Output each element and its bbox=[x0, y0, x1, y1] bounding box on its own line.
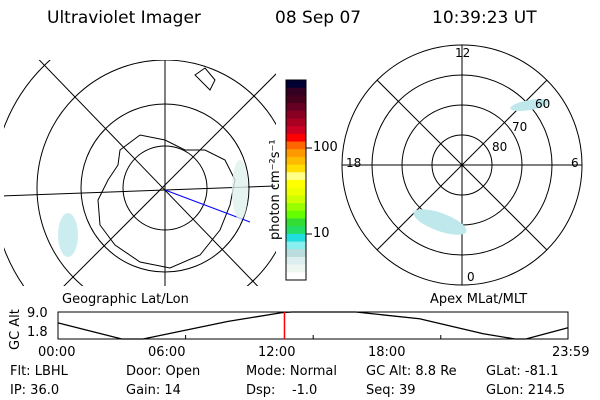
left-map-label: Geographic Lat/Lon bbox=[62, 292, 189, 307]
xtick-2: 12:00 bbox=[258, 345, 296, 360]
geographic-map bbox=[4, 60, 276, 286]
colorbar-swatch bbox=[286, 133, 306, 143]
status-dsp: Dsp: -1.0 bbox=[246, 383, 318, 398]
colorbar-swatch bbox=[286, 80, 306, 89]
colorbar-swatch bbox=[286, 87, 306, 96]
colorbar-swatch bbox=[286, 164, 306, 173]
colorbar-swatch bbox=[286, 241, 306, 250]
colorbar-swatch bbox=[286, 203, 306, 212]
colorbar-swatch bbox=[286, 149, 306, 158]
apex-map bbox=[341, 44, 583, 286]
colorbar-swatch bbox=[286, 95, 306, 104]
aurora-oval bbox=[413, 209, 467, 235]
colorbar-swatch bbox=[286, 110, 306, 119]
right-map-label: Apex MLat/MLT bbox=[430, 292, 528, 307]
antarctica-coastline bbox=[97, 134, 236, 269]
date-label: 08 Sep 07 bbox=[275, 8, 362, 28]
colorbar-swatch bbox=[286, 172, 306, 181]
colorbar-swatch bbox=[286, 126, 306, 135]
xtick-4: 23:59 bbox=[552, 345, 590, 360]
colorbar-tick-100: 100 bbox=[313, 140, 338, 155]
mlt-6: 6 bbox=[571, 156, 579, 170]
colorbar-swatch bbox=[286, 256, 306, 266]
status-gc-alt: GC Alt: 8.8 Re bbox=[366, 364, 457, 379]
time-label: 10:39:23 UT bbox=[432, 8, 537, 28]
mlt-18: 18 bbox=[346, 156, 362, 170]
lat-70: 70 bbox=[512, 120, 528, 134]
colorbar-swatch bbox=[286, 233, 306, 243]
aurora-emission bbox=[58, 213, 78, 257]
colorbar-swatch bbox=[286, 210, 306, 219]
colorbar-swatch bbox=[286, 226, 306, 235]
status-filter: Flt: LBHL bbox=[10, 364, 68, 379]
mlt-0: 0 bbox=[467, 270, 475, 284]
xtick-1: 06:00 bbox=[148, 345, 186, 360]
gc-alt-ylabel: GC Alt bbox=[8, 309, 23, 350]
gc-alt-plot bbox=[57, 311, 569, 340]
status-seq: Seq: 39 bbox=[366, 383, 416, 398]
lat-80: 80 bbox=[492, 140, 508, 154]
colorbar-swatch bbox=[286, 103, 306, 112]
status-ip: IP: 36.0 bbox=[10, 383, 60, 398]
mlt-12: 12 bbox=[455, 46, 471, 60]
lat-60: 60 bbox=[535, 97, 551, 111]
gc-alt-line bbox=[57, 311, 569, 340]
ytick-max: 9.0 bbox=[27, 306, 48, 321]
status-glon: GLon: 214.5 bbox=[486, 383, 566, 398]
status-gain: Gain: 14 bbox=[126, 383, 181, 398]
colorbar-label: photon cm⁻²s⁻¹ bbox=[268, 139, 283, 240]
xtick-0: 00:00 bbox=[38, 345, 76, 360]
ytick-min: 1.8 bbox=[27, 325, 48, 340]
colorbar-swatch bbox=[286, 249, 306, 258]
colorbar-swatch bbox=[286, 195, 306, 204]
instrument-title: Ultraviolet Imager bbox=[47, 8, 201, 28]
status-mode: Mode: Normal bbox=[246, 364, 337, 379]
xtick-3: 18:00 bbox=[368, 345, 406, 360]
status-door: Door: Open bbox=[126, 364, 201, 379]
colorbar-swatch bbox=[286, 180, 306, 189]
colorbar-swatch bbox=[286, 156, 306, 166]
colorbar bbox=[286, 80, 306, 281]
colorbar-swatch bbox=[286, 272, 306, 281]
terminator-line bbox=[164, 189, 251, 223]
colorbar-tick-10: 10 bbox=[313, 226, 330, 241]
colorbar-swatch bbox=[286, 118, 306, 127]
status-glat: GLat: -81.1 bbox=[486, 364, 559, 379]
colorbar-swatch bbox=[286, 141, 306, 150]
colorbar-swatch bbox=[286, 264, 306, 273]
colorbar-swatch bbox=[286, 187, 306, 196]
colorbar-swatch bbox=[286, 218, 306, 227]
